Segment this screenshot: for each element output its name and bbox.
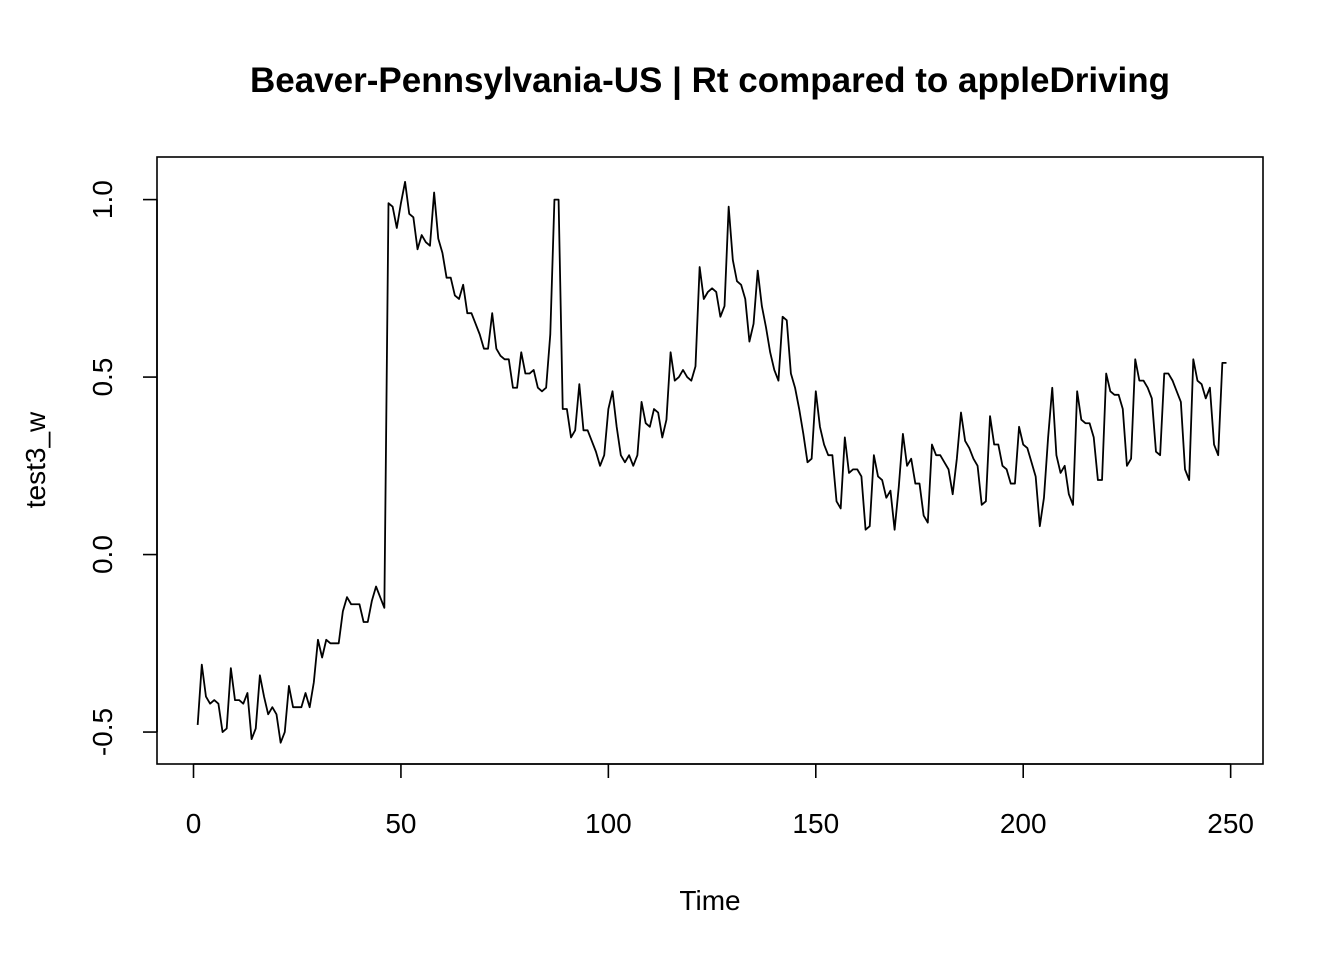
y-tick-label: -0.5 bbox=[87, 708, 118, 756]
x-tick-label: 0 bbox=[186, 808, 202, 839]
x-tick-label: 150 bbox=[792, 808, 839, 839]
y-tick-label: 0.5 bbox=[87, 358, 118, 397]
chart-title: Beaver-Pennsylvania-US | Rt compared to … bbox=[250, 61, 1170, 100]
x-axis-label: Time bbox=[679, 885, 740, 916]
x-axis: 0 50 100 150 200 250 bbox=[186, 763, 1254, 839]
x-tick-label: 100 bbox=[585, 808, 632, 839]
y-axis-label: test3_w bbox=[20, 411, 51, 508]
x-tick-label: 200 bbox=[1000, 808, 1047, 839]
y-tick-label: 1.0 bbox=[87, 180, 118, 219]
y-axis: -0.5 0.0 0.5 1.0 bbox=[87, 180, 158, 756]
data-points bbox=[197, 181, 1228, 744]
x-tick-label: 50 bbox=[385, 808, 416, 839]
plot-frame bbox=[156, 156, 1264, 765]
y-tick-label: 0.0 bbox=[87, 535, 118, 574]
x-tick-label: 250 bbox=[1207, 808, 1254, 839]
series-line bbox=[196, 180, 1227, 744]
